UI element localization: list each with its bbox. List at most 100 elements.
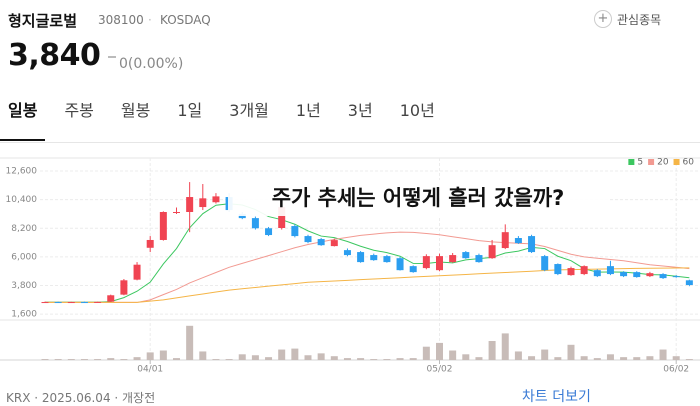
volume-bar: [594, 358, 601, 360]
candle-body: [94, 302, 101, 303]
volume-bar: [502, 333, 509, 360]
volume-bar: [673, 356, 680, 360]
legend-swatch: [674, 159, 680, 165]
candle-body: [107, 295, 114, 301]
candle-body: [160, 212, 167, 240]
volume-bar: [383, 359, 390, 360]
candle-body: [436, 256, 443, 270]
candle-body: [81, 302, 88, 303]
volume-bar: [397, 358, 404, 360]
legend-label: 5: [637, 158, 643, 168]
volume-bar: [554, 357, 561, 360]
volume-bar: [541, 350, 548, 360]
volume-bar: [410, 358, 417, 360]
legend-label: 60: [683, 158, 695, 168]
volume-bar: [462, 354, 469, 360]
volume-bar: [489, 341, 496, 360]
volume-bar: [620, 357, 627, 360]
candle-body: [305, 236, 312, 242]
volume-bar: [607, 354, 614, 360]
legend-swatch: [628, 159, 634, 165]
candle-body: [449, 255, 456, 262]
more-chart-link[interactable]: 차트 더보기: [522, 386, 591, 406]
candle-body: [554, 264, 561, 274]
volume-bar: [81, 359, 88, 360]
volume-bar: [199, 351, 206, 360]
candle-body: [660, 274, 667, 278]
candle-body: [633, 272, 640, 277]
candle-body: [620, 272, 627, 276]
candle-body: [147, 240, 154, 248]
x-tick-label: 04/01: [137, 365, 163, 375]
volume-bar: [646, 356, 653, 360]
chart-title: 주가 추세는 어떻게 흘러 갔을까?: [272, 186, 565, 210]
x-tick-label: 05/02: [427, 365, 453, 375]
volume-bar: [134, 357, 141, 360]
candle-body: [68, 302, 75, 303]
candle-body: [502, 232, 509, 248]
candle-body: [646, 273, 653, 276]
volume-bar: [291, 349, 298, 360]
y-tick-label: 1,600: [11, 310, 37, 320]
volume-bar: [449, 351, 456, 361]
volume-bar: [581, 356, 588, 360]
candle-body: [686, 280, 693, 285]
candle-body: [673, 276, 680, 277]
candle-body: [199, 198, 206, 207]
candle-body: [489, 245, 496, 258]
candle-body: [397, 258, 404, 270]
candle-body: [475, 255, 482, 262]
volume-bar: [42, 359, 49, 360]
volume-bar: [568, 345, 575, 360]
volume-bar: [239, 354, 246, 360]
volume-bar: [278, 350, 285, 360]
volume-bar: [528, 356, 535, 360]
volume-bar: [633, 357, 640, 360]
volume-bar: [305, 355, 312, 360]
candle-body: [173, 212, 180, 213]
y-tick-label: 3,800: [11, 281, 37, 291]
volume-bar: [265, 357, 272, 360]
candle-body: [594, 270, 601, 276]
volume-bar: [475, 357, 482, 360]
volume-bar: [252, 355, 259, 360]
volume-bar: [318, 353, 325, 360]
legend: 60 20 5: [628, 158, 694, 168]
volume-bar: [94, 359, 101, 360]
candle-body: [581, 266, 588, 274]
volume-bar: [660, 350, 667, 360]
volume-bar: [357, 358, 364, 360]
candle-body: [462, 252, 469, 258]
candle-body: [291, 226, 298, 236]
candle-body: [331, 240, 338, 246]
volume-bar: [686, 359, 693, 360]
candle-body: [370, 255, 377, 260]
y-tick-label: 12,600: [6, 167, 38, 177]
volume-bar: [515, 351, 522, 360]
legend-label: 20: [657, 158, 669, 168]
volume-bar: [120, 359, 127, 360]
moving-average-line: [45, 232, 689, 302]
volume-bar: [370, 359, 377, 360]
candle-body: [515, 238, 522, 243]
y-tick-label: 8,200: [11, 224, 37, 234]
volume-bar: [186, 326, 193, 360]
candle-body: [252, 218, 259, 228]
candle-body: [186, 197, 193, 212]
candle-body: [42, 302, 49, 303]
volume-bar: [68, 359, 75, 360]
moving-average-line: [45, 204, 689, 302]
volume-bar: [423, 347, 430, 360]
candle-body: [528, 236, 535, 252]
candle-body: [265, 228, 272, 235]
candle-body: [568, 268, 575, 275]
volume-bar: [331, 356, 338, 360]
candle-body: [410, 266, 417, 272]
volume-bar: [107, 358, 114, 360]
volume-bar: [344, 358, 351, 360]
volume-bar: [212, 359, 219, 360]
candle-body: [212, 196, 219, 202]
candle-body: [318, 239, 325, 245]
